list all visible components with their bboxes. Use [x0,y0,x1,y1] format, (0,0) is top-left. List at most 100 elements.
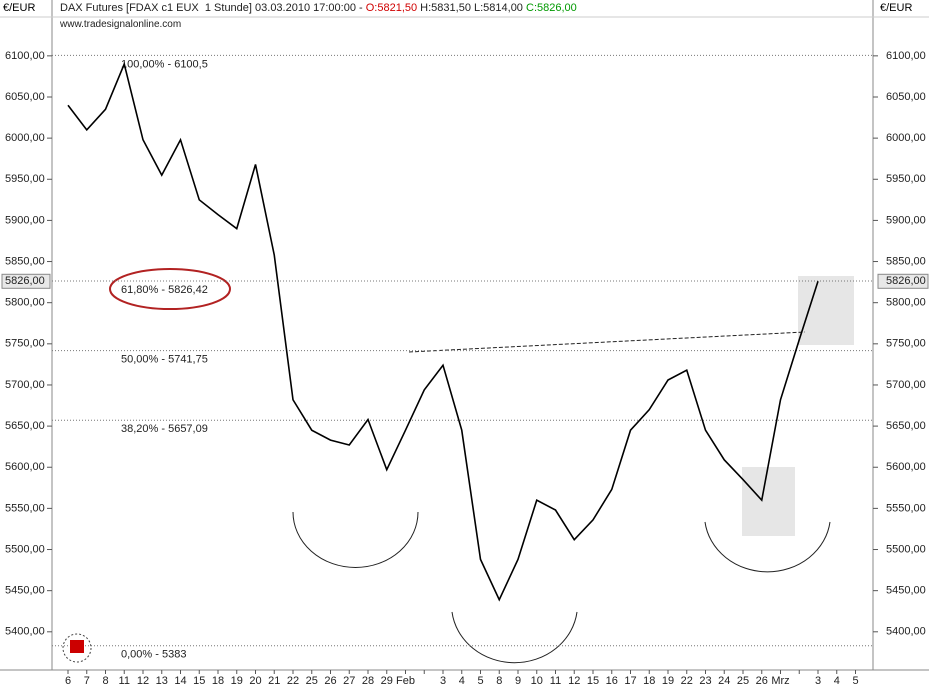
x-tick-label: 8 [496,675,502,687]
x-tick-label: 28 [362,675,374,687]
y-tick-label: 5750,00 [5,338,45,350]
head-arc [451,611,578,664]
last-price-tag [1,273,51,289]
currency: €/EUR [880,2,913,14]
source: www.tradesignalonline.com [60,19,182,30]
x-tick-label: 6 [65,675,71,687]
y-tick-label: 5900,00 [5,214,45,226]
y-tick-label-right: 5700,00 [886,379,926,391]
x-tick-label: 25 [306,675,318,687]
x-tick-label: 8 [102,675,108,687]
x-tick-label: 15 [587,675,599,687]
x-tick-label: 21 [268,675,280,687]
x-tick-label: 12 [568,675,580,687]
x-tick-label: 3 [815,675,821,687]
last-price-tag [877,273,929,289]
y-tick-label-right: 6000,00 [886,132,926,144]
price-line [67,61,819,602]
x-tick-label: 26 [756,675,768,687]
fib-label: 38,20% - 5657,09 [121,423,208,435]
high-low: H:5831,50 L:5814,00 [420,2,523,14]
x-tick-label: 20 [249,675,261,687]
x-tick-label: Mrz [771,675,789,687]
logo-wreath [62,633,92,663]
y-tick-label: 5950,00 [5,173,45,185]
y-tick-label: 5650,00 [5,420,45,432]
highlight-box [742,467,795,536]
x-tick-label: Feb [396,675,415,687]
y-tick-label: 5600,00 [5,461,45,473]
y-tick-label-right: 6100,00 [886,50,926,62]
x-tick-label: 3 [440,675,446,687]
x-tick-label: 24 [718,675,730,687]
x-tick-label: 5 [852,675,858,687]
close: C:5826,00 [526,2,577,14]
x-tick-label: 9 [515,675,521,687]
x-tick-label: 4 [834,675,840,687]
y-tick-label-right: 5750,00 [886,338,926,350]
y-tick-label-right: 5650,00 [886,420,926,432]
shoulder-arc [704,521,831,573]
header: DAX Futures [FDAX c1 EUX 1 Stunde] 03.03… [60,2,577,14]
x-tick-label: 27 [343,675,355,687]
y-tick-label-right: 5400,00 [886,626,926,638]
x-tick-label: 14 [174,675,186,687]
x-tick-label: 5 [477,675,483,687]
y-tick-label-right: 5850,00 [886,255,926,267]
y-tick-label: 5700,00 [5,379,45,391]
x-tick-label: 11 [550,675,561,687]
x-tick-label: 12 [137,675,149,687]
x-tick-label: 7 [84,675,90,687]
x-tick-label: 19 [662,675,674,687]
fib-label: 100,00% - 6100,5 [121,58,208,70]
y-tick-label: 5550,00 [5,502,45,514]
neckline [408,331,806,353]
y-tick-label-right: 5600,00 [886,461,926,473]
open: O:5821,50 [365,2,418,14]
y-tick-label-right: 5900,00 [886,214,926,226]
y-tick-label: 5850,00 [5,255,45,267]
x-tick-label: 10 [531,675,543,687]
x-tick-label: 26 [324,675,336,687]
x-tick-label: 4 [459,675,465,687]
x-tick-label: 25 [737,675,749,687]
y-tick-label-right: 5500,00 [886,543,926,555]
x-tick-label: 18 [212,675,224,687]
x-tick-label: 17 [624,675,636,687]
y-tick-label: 6100,00 [5,50,45,62]
fib-label: 0,00% - 5383 [121,649,186,661]
x-tick-label: 11 [119,675,130,687]
y-tick-label-right: 5950,00 [886,173,926,185]
y-tick-label: 6050,00 [5,91,45,103]
fib-label: 61,80% - 5826,42 [121,284,208,296]
y-tick-label-right: 5800,00 [886,297,926,309]
x-tick-label: 19 [231,675,243,687]
y-tick-label-right: 5550,00 [886,502,926,514]
x-tick-label: 16 [606,675,618,687]
last-price-label: 5826,00 [886,275,926,287]
instrument: DAX Futures [FDAX c1 EUX 1 Stunde] 03.03… [60,2,363,14]
y-tick-label: 5500,00 [5,543,45,555]
y-tick-label-right: 5450,00 [886,585,926,597]
fib-label: 50,00% - 5741,75 [121,354,208,366]
currency: €/EUR [3,2,36,14]
last-price-label: 5826,00 [5,275,45,287]
x-tick-label: 22 [681,675,693,687]
x-tick-label: 22 [287,675,299,687]
y-tick-label: 5450,00 [5,585,45,597]
highlight-ellipse [109,268,231,310]
y-tick-label: 6000,00 [5,132,45,144]
y-tick-label-right: 6050,00 [886,91,926,103]
y-tick-label: 5400,00 [5,626,45,638]
x-tick-label: 15 [193,675,205,687]
x-tick-label: 18 [643,675,655,687]
x-tick-label: 29 [381,675,393,687]
logo [62,633,92,663]
y-tick-label: 5800,00 [5,297,45,309]
x-tick-label: 13 [156,675,168,687]
logo-mark [70,640,84,653]
x-tick-label: 23 [699,675,711,687]
